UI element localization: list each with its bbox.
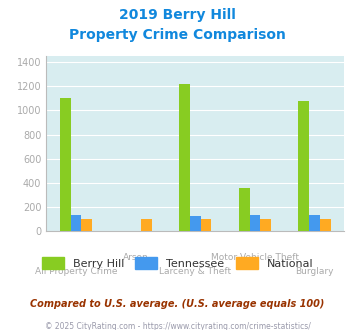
Text: Compared to U.S. average. (U.S. average equals 100): Compared to U.S. average. (U.S. average … [30, 299, 325, 309]
Legend: Berry Hill, Tennessee, National: Berry Hill, Tennessee, National [37, 253, 318, 273]
Bar [299, 101, 309, 231]
Bar [141, 219, 152, 231]
Bar [179, 84, 190, 231]
Text: Arson: Arson [123, 253, 148, 262]
Text: © 2025 CityRating.com - https://www.cityrating.com/crime-statistics/: © 2025 CityRating.com - https://www.city… [45, 322, 310, 330]
Bar [309, 215, 320, 231]
Bar [81, 219, 92, 231]
Text: All Property Crime: All Property Crime [35, 267, 117, 276]
Text: Larceny & Theft: Larceny & Theft [159, 267, 231, 276]
Text: Burglary: Burglary [295, 267, 334, 276]
Bar [60, 98, 71, 231]
Bar [260, 219, 271, 231]
Bar [239, 187, 250, 231]
Bar [201, 219, 211, 231]
Bar [190, 216, 201, 231]
Text: Motor Vehicle Theft: Motor Vehicle Theft [211, 253, 299, 262]
Bar [320, 219, 331, 231]
Bar [71, 215, 81, 231]
Text: 2019 Berry Hill: 2019 Berry Hill [119, 8, 236, 22]
Bar [250, 215, 260, 231]
Text: Property Crime Comparison: Property Crime Comparison [69, 28, 286, 42]
